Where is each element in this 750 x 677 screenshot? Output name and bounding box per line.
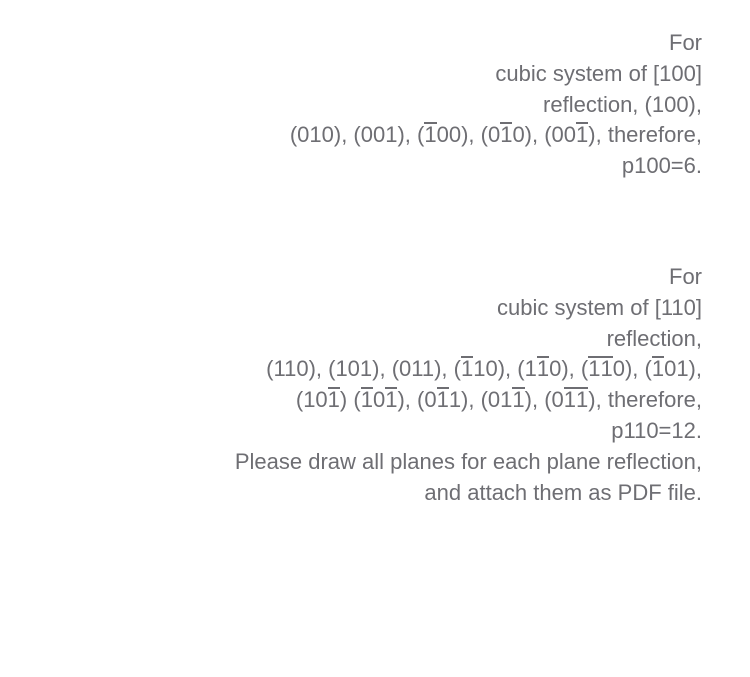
miller-bar: 1: [361, 385, 373, 416]
miller-bar: 1: [461, 354, 473, 385]
text-frag: 0), (: [549, 356, 588, 381]
text-frag: 0), (: [613, 356, 652, 381]
text-frag: 0), (00: [512, 122, 576, 147]
text-line: reflection,: [108, 324, 702, 355]
text-line: Please draw all planes for each plane re…: [108, 447, 702, 478]
text-frag: ), (0: [397, 387, 436, 412]
text-frag: ), therefore,: [588, 387, 702, 412]
text-frag: 00), (0: [437, 122, 501, 147]
text-line: p110=12.: [108, 416, 702, 447]
text-frag: (010), (001), (: [290, 122, 425, 147]
miller-bar: 1: [588, 354, 600, 385]
text-frag: ), (0: [525, 387, 564, 412]
miller-bar: 1: [576, 385, 588, 416]
miller-bar: 1: [564, 385, 576, 416]
miller-bar: 1: [385, 385, 397, 416]
miller-bar: 1: [500, 120, 512, 151]
paragraph-100: For cubic system of [100] reflection, (1…: [108, 28, 702, 182]
text-line: (110), (101), (011), (110), (110), (110)…: [108, 354, 702, 385]
text-line: For: [108, 28, 702, 59]
text-frag: (10: [296, 387, 328, 412]
miller-bar: 1: [512, 385, 524, 416]
text-frag: (110), (101), (011), (: [266, 356, 461, 381]
text-frag: 1), (01: [449, 387, 513, 412]
paragraph-110: For cubic system of [110] reflection, (1…: [108, 262, 702, 508]
text-line: For: [108, 262, 702, 293]
miller-bar: 1: [424, 120, 436, 151]
text-line: and attach them as PDF file.: [108, 478, 702, 509]
text-line: cubic system of [100]: [108, 59, 702, 90]
miller-bar: 1: [600, 354, 612, 385]
text-frag: ), therefore,: [588, 122, 702, 147]
miller-bar: 1: [328, 385, 340, 416]
miller-bar: 1: [437, 385, 449, 416]
miller-bar: 1: [576, 120, 588, 151]
miller-bar: 1: [537, 354, 549, 385]
text-frag: 0: [373, 387, 385, 412]
text-frag: ) (: [340, 387, 361, 412]
text-frag: 10), (1: [473, 356, 537, 381]
text-line: (010), (001), (100), (010), (001), there…: [108, 120, 702, 151]
text-line: cubic system of [110]: [108, 293, 702, 324]
miller-bar: 1: [652, 354, 664, 385]
text-frag: 01),: [664, 356, 702, 381]
text-line: p100=6.: [108, 151, 702, 182]
text-line: (101) (101), (011), (011), (011), theref…: [108, 385, 702, 416]
text-line: reflection, (100),: [108, 90, 702, 121]
